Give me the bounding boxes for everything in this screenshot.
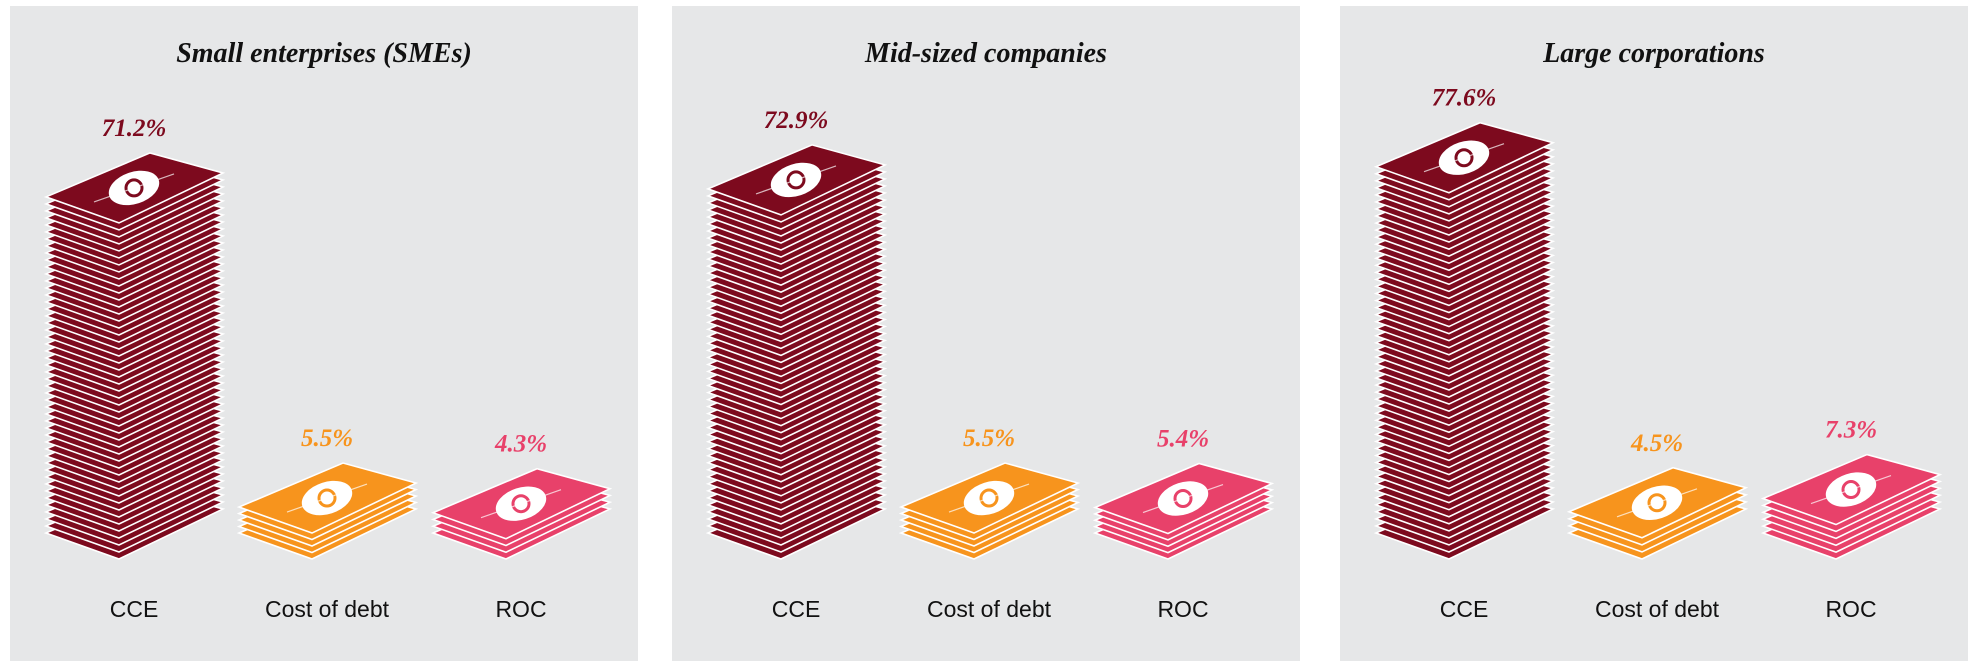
- bill-line: [480, 489, 562, 519]
- panel-title: Mid-sized companies: [864, 38, 1107, 69]
- bill-stack: [898, 462, 1081, 560]
- euro-icon: [124, 178, 144, 198]
- bill-stack: [1373, 121, 1556, 560]
- bill-stack: [430, 467, 613, 560]
- bill-stack: [1092, 462, 1275, 560]
- value-label: 5.4%: [1157, 426, 1209, 453]
- bill-line: [1810, 474, 1892, 505]
- euro-icon: [1841, 480, 1861, 500]
- value-label: 5.5%: [301, 425, 353, 452]
- euro-icon: [511, 494, 531, 514]
- euro-icon: [979, 488, 999, 508]
- bill-line: [948, 483, 1030, 513]
- bill-stack: [236, 462, 419, 560]
- panel-title: Large corporations: [1542, 38, 1765, 69]
- category-label: CCE: [110, 596, 159, 622]
- panel-title: Small enterprises (SMEs): [176, 38, 472, 69]
- value-label: 5.5%: [963, 425, 1015, 452]
- euro-icon: [786, 170, 806, 190]
- bill-stack: [1566, 466, 1749, 560]
- panel: Mid-sized companies 72.9% CCE 5.5% Cost of d…: [672, 6, 1300, 661]
- value-label: 7.3%: [1825, 417, 1877, 444]
- value-label: 4.3%: [494, 431, 547, 458]
- category-label: Cost of debt: [927, 596, 1052, 622]
- bill-line: [1142, 483, 1224, 514]
- euro-icon: [317, 488, 337, 508]
- panel: Large corporations 77.6% CCE 4.5% Cost of de…: [1340, 6, 1968, 661]
- category-label: Cost of debt: [265, 596, 390, 622]
- bill-line: [286, 483, 368, 513]
- euro-icon: [1647, 493, 1667, 513]
- value-label: 4.5%: [1630, 430, 1683, 457]
- euro-icon: [1173, 489, 1193, 509]
- category-label: ROC: [495, 596, 546, 622]
- bill-stack: [1760, 453, 1943, 560]
- category-label: ROC: [1825, 596, 1876, 622]
- bill-line: [1423, 143, 1505, 173]
- bill-line: [755, 165, 837, 195]
- panel: Small enterprises (SMEs) 71.2% CCE 5.5% Cost…: [10, 6, 638, 661]
- bill-line: [93, 173, 175, 203]
- bill-line: [1616, 488, 1698, 518]
- euro-icon: [1454, 148, 1474, 168]
- category-label: CCE: [772, 596, 821, 622]
- bill-stack: [43, 152, 226, 560]
- value-label: 71.2%: [102, 115, 167, 142]
- value-label: 77.6%: [1432, 85, 1497, 112]
- category-label: CCE: [1440, 596, 1489, 622]
- category-label: Cost of debt: [1595, 596, 1720, 622]
- category-label: ROC: [1157, 596, 1208, 622]
- value-label: 72.9%: [764, 107, 829, 134]
- bill-stack: [705, 144, 888, 560]
